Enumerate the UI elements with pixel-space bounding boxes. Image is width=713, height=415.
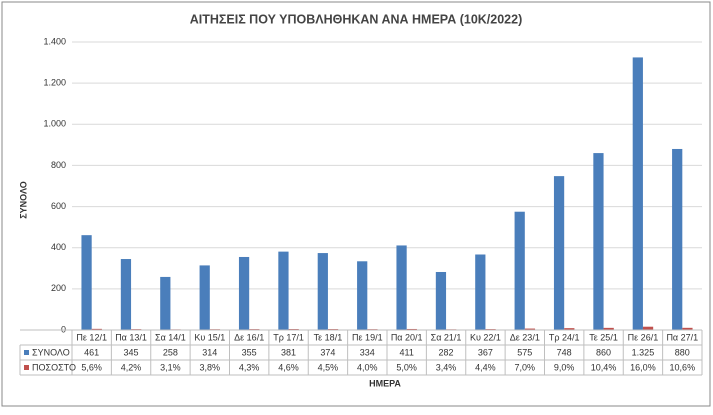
data-label: 282	[439, 347, 454, 357]
data-label: 4,5%	[318, 362, 339, 372]
y-tick-label: 200	[51, 283, 66, 293]
bar	[160, 276, 171, 330]
data-label: 4,0%	[357, 362, 378, 372]
data-label: 314	[202, 347, 217, 357]
y-tick-label: 1.000	[43, 119, 66, 129]
data-label: 5,0%	[396, 362, 417, 372]
data-label: 9,0%	[554, 362, 575, 372]
y-axis-title: ΣΥΝΟΛΟ	[18, 181, 28, 218]
x-tick-label: Δε 23/1	[510, 332, 540, 342]
bar	[406, 328, 417, 330]
data-label: 411	[400, 347, 414, 357]
bar	[593, 153, 604, 330]
data-label: 3,8%	[200, 362, 221, 372]
y-tick-label: 0	[61, 324, 66, 334]
legend-swatch	[24, 350, 29, 355]
legend-label: ΣΥΝΟΛΟ	[32, 347, 70, 357]
data-label: 4,2%	[121, 362, 142, 372]
x-tick-label: Σα 21/1	[431, 332, 462, 342]
x-tick-label: Σα 14/1	[155, 332, 186, 342]
x-tick-label: Τε 25/1	[589, 332, 618, 342]
data-label: 3,1%	[160, 362, 181, 372]
bar	[91, 328, 102, 330]
data-label: 345	[124, 347, 139, 357]
data-label: 4,3%	[239, 362, 260, 372]
data-label: 374	[320, 347, 335, 357]
bar	[396, 245, 407, 330]
chart-title: ΑΙΤΗΣΕΙΣ ΠΟΥ ΥΠΟΒΛΗΘΗΚΑΝ ΑΝΑ ΗΜΕΡΑ (10Κ/…	[190, 12, 523, 26]
legend-swatch	[24, 365, 29, 370]
y-tick-label: 400	[51, 242, 66, 252]
bar	[632, 57, 643, 331]
data-label: 7,0%	[515, 362, 536, 372]
bar	[120, 259, 132, 330]
bar	[524, 328, 536, 330]
x-tick-label: Τρ 24/1	[549, 332, 580, 342]
bar	[564, 328, 575, 330]
data-label: 334	[360, 347, 375, 357]
data-label: 258	[163, 347, 178, 357]
x-tick-label: Πα 27/1	[666, 332, 698, 342]
y-tick-label: 800	[51, 160, 66, 170]
data-label: 5,6%	[81, 362, 102, 372]
x-tick-label: Δε 16/1	[234, 332, 264, 342]
x-tick-label: Πε 26/1	[628, 332, 659, 342]
data-label: 381	[281, 347, 296, 357]
x-tick-label: Πα 13/1	[115, 332, 147, 342]
data-label: 880	[675, 347, 690, 357]
x-tick-label: Κυ 15/1	[194, 332, 225, 342]
bar	[317, 253, 328, 330]
bar	[642, 326, 654, 330]
x-tick-label: Τρ 17/1	[273, 332, 304, 342]
data-label: 748	[557, 347, 572, 357]
data-label: 10,6%	[670, 362, 696, 372]
frame	[1, 1, 711, 407]
data-label: 355	[242, 347, 257, 357]
bar	[278, 251, 289, 330]
bar	[603, 327, 614, 330]
data-label: 16,0%	[630, 362, 656, 372]
data-label: 575	[517, 347, 532, 357]
data-label: 3,4%	[436, 362, 457, 372]
y-tick-label: 1.200	[43, 78, 66, 88]
x-tick-label: Πε 19/1	[352, 332, 383, 342]
x-tick-label: Κυ 22/1	[470, 332, 501, 342]
y-tick-label: 1.400	[43, 36, 66, 46]
x-tick-label: Πα 20/1	[391, 332, 423, 342]
data-label: 4,4%	[475, 362, 496, 372]
y-tick-label: 600	[51, 201, 66, 211]
bar	[81, 235, 92, 330]
x-tick-label: Πε 12/1	[76, 332, 107, 342]
data-label: 10,4%	[591, 362, 617, 372]
bar	[357, 261, 368, 330]
legend-label: ΠΟΣΟΣΤΟ	[32, 362, 76, 372]
bar	[238, 256, 250, 330]
x-tick-label: Τε 18/1	[314, 332, 343, 342]
bar	[199, 265, 210, 330]
data-label: 367	[478, 347, 493, 357]
bar	[475, 254, 486, 330]
bar	[682, 327, 693, 330]
data-label: 461	[84, 347, 99, 357]
bar	[514, 211, 525, 330]
data-label: 4,6%	[278, 362, 299, 372]
data-label: 860	[596, 347, 611, 357]
data-label: 1.325	[632, 347, 655, 357]
x-axis-title: ΗΜΕΡΑ	[369, 378, 401, 388]
bar	[553, 176, 565, 330]
bar	[435, 271, 447, 330]
bar	[672, 148, 683, 330]
